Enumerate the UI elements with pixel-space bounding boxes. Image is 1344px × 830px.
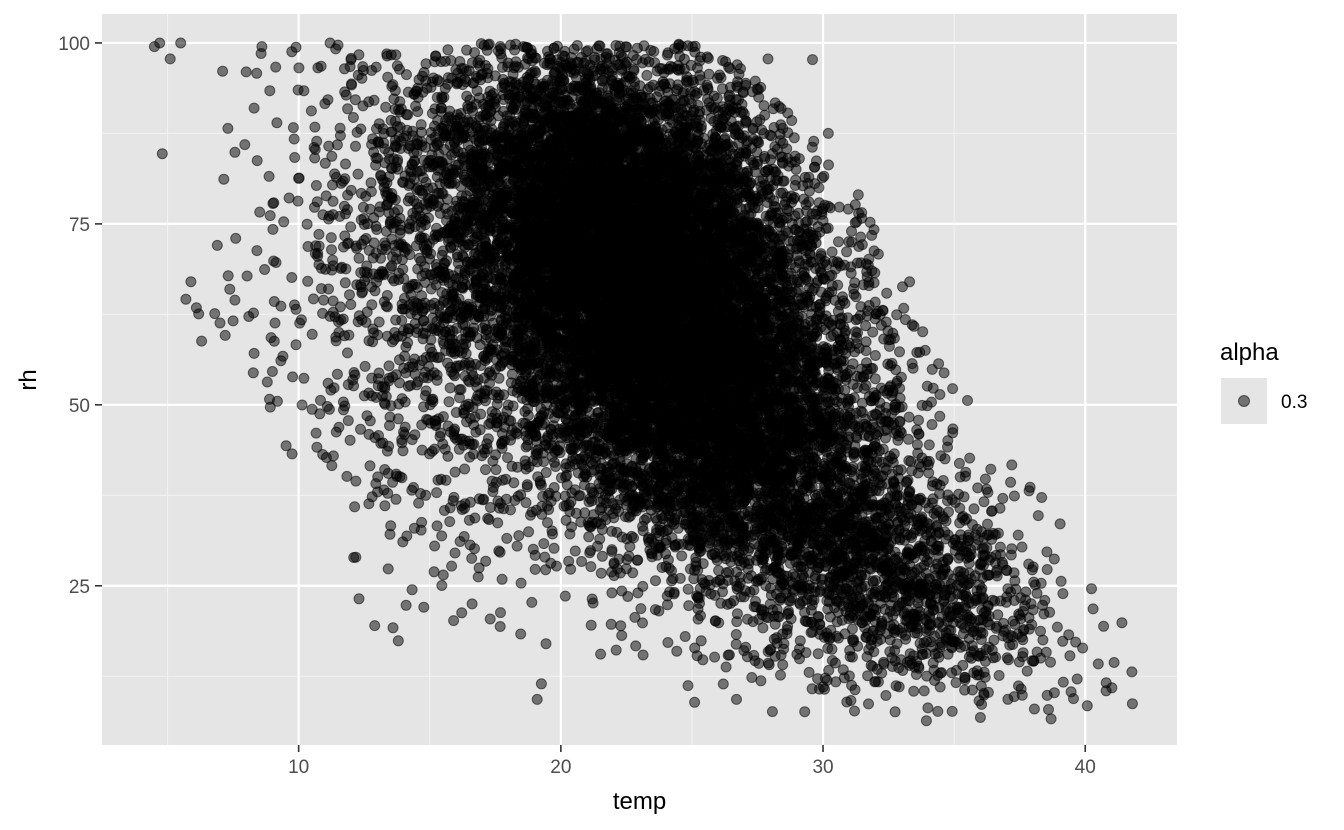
data-point [903,411,915,423]
data-point [826,246,838,258]
data-point [585,561,597,573]
data-point [494,621,506,632]
data-point [926,419,938,430]
data-point [1021,665,1033,677]
data-point [406,584,418,596]
data-point [679,631,691,642]
data-point [466,598,478,610]
data-point [755,675,767,687]
data-point [429,540,441,552]
data-point [650,575,661,587]
data-point [247,367,259,379]
data-point [287,371,299,383]
data-point [263,170,275,182]
data-point [290,339,302,351]
data-point [353,252,365,264]
data-points [148,37,1138,727]
data-point [309,121,321,133]
data-point [606,544,618,556]
data-point [442,44,454,56]
data-point [515,577,527,589]
data-point [456,607,468,619]
data-point [569,545,581,557]
data-point [968,503,980,515]
data-point [480,464,491,476]
data-point [288,133,300,145]
data-point [341,470,353,482]
data-point [345,221,357,233]
data-point [326,150,338,162]
data-point [442,72,454,84]
data-point [513,530,525,542]
data-point [972,482,984,494]
data-point [881,287,893,299]
data-point [934,389,946,400]
data-point [342,415,354,427]
data-point [812,648,824,660]
data-point [867,326,879,338]
data-point [364,460,376,472]
data-point [444,516,456,528]
data-point [833,236,844,248]
data-point [547,528,558,540]
data-point [431,487,443,499]
data-point [869,350,881,361]
data-point [548,482,560,493]
data-point [295,314,307,326]
data-point [446,560,458,572]
data-point [428,566,440,578]
data-point [459,463,471,475]
data-point [333,421,345,433]
data-point [529,563,541,575]
data-point [596,550,608,562]
data-point [922,702,934,714]
data-point [959,470,971,482]
data-point [1041,689,1053,701]
data-point [911,439,923,451]
data-point [585,619,597,631]
data-point [918,685,930,697]
data-point [914,346,926,358]
data-point [993,670,1005,681]
data-point [515,628,527,640]
data-point [1028,703,1040,715]
data-point [319,157,331,169]
data-point [595,648,607,660]
data-point [605,618,617,630]
data-point [616,585,628,597]
data-point [962,395,973,406]
data-point [852,189,864,201]
data-point [535,678,547,690]
data-point [380,101,392,113]
data-point [505,504,516,516]
data-point [349,94,361,106]
data-point [251,155,263,167]
data-point [1086,583,1097,595]
data-point [766,706,778,718]
data-point [1048,553,1060,565]
data-point [345,184,357,196]
data-point [224,283,236,295]
data-point [902,433,914,445]
data-point [278,216,290,228]
data-point [349,501,361,513]
data-point [978,496,990,508]
data-point [584,547,596,559]
data-point [286,272,298,283]
data-point [540,638,552,650]
data-point [461,44,473,56]
data-point [308,293,319,305]
data-point [211,239,223,251]
data-point [352,168,364,180]
data-point [496,573,508,585]
data-point [340,158,351,170]
data-point [841,246,853,258]
data-point [1051,621,1063,633]
data-point [409,429,421,441]
